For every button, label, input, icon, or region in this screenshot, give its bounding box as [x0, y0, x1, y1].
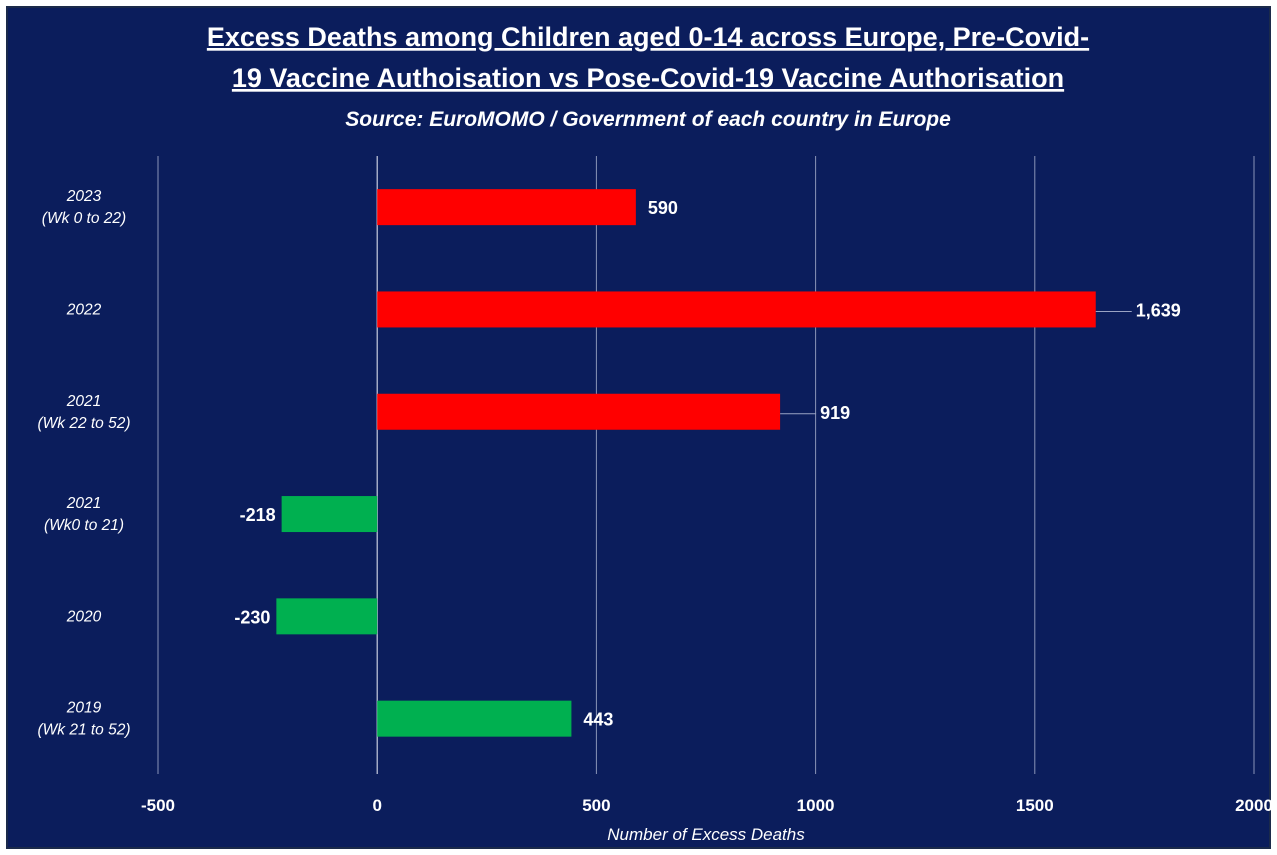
category-label: 2021 (Wk0 to 21) [44, 495, 124, 534]
category-label-line: 2019 [66, 700, 102, 717]
x-tick-label: 1000 [797, 796, 835, 815]
bar [281, 496, 378, 533]
bar [276, 598, 378, 635]
chart-title-line1: Excess Deaths among Children aged 0-14 a… [207, 22, 1089, 52]
chart-subtitle: Source: EuroMOMO / Government of each co… [345, 108, 951, 131]
x-tick-label: -500 [141, 796, 175, 815]
labels: -500 0 500 1000 1500 2000 590 2023 (Wk 0 to 22) 1… [37, 188, 1272, 815]
chart-frame: Excess Deaths among Children aged 0-14 a… [6, 6, 1273, 849]
x-tick-label: 2000 [1235, 796, 1273, 815]
category-label-line: 2022 [66, 301, 102, 318]
x-tick-label: 500 [582, 796, 610, 815]
chart: Excess Deaths among Children aged 0-14 a… [37, 22, 1272, 844]
category-label-line: (Wk 22 to 52) [37, 415, 130, 432]
data-label: 919 [820, 403, 850, 423]
bar [377, 291, 1096, 328]
x-tick-label: 0 [372, 796, 381, 815]
data-label: 590 [648, 198, 678, 218]
category-label-line: 2021 [66, 495, 101, 512]
bar [377, 393, 781, 430]
category-label: 2023 (Wk 0 to 22) [42, 188, 126, 227]
category-label-line: 2023 [66, 188, 102, 205]
data-label: -230 [234, 607, 270, 627]
category-label: 2022 [66, 301, 102, 318]
x-axis-title: Number of Excess Deaths [607, 825, 805, 844]
bar [377, 189, 636, 226]
category-label-line: 2021 [66, 393, 101, 410]
bars [276, 189, 1096, 737]
data-label: -218 [240, 505, 276, 525]
data-label: 1,639 [1136, 300, 1181, 320]
bar [377, 700, 572, 737]
category-label: 2020 [66, 608, 102, 625]
category-label-line: 2020 [66, 608, 102, 625]
category-label: 2019 (Wk 21 to 52) [37, 700, 130, 739]
chart-title-line2: 19 Vaccine Authoisation vs Pose-Covid-19… [232, 63, 1064, 93]
x-tick-label: 1500 [1016, 796, 1054, 815]
category-label-line: (Wk0 to 21) [44, 517, 124, 534]
gridlines [157, 156, 1255, 774]
data-label: 443 [583, 710, 613, 730]
category-label-line: (Wk 0 to 22) [42, 210, 126, 227]
category-label-line: (Wk 21 to 52) [37, 722, 130, 739]
category-label: 2021 (Wk 22 to 52) [37, 393, 130, 432]
